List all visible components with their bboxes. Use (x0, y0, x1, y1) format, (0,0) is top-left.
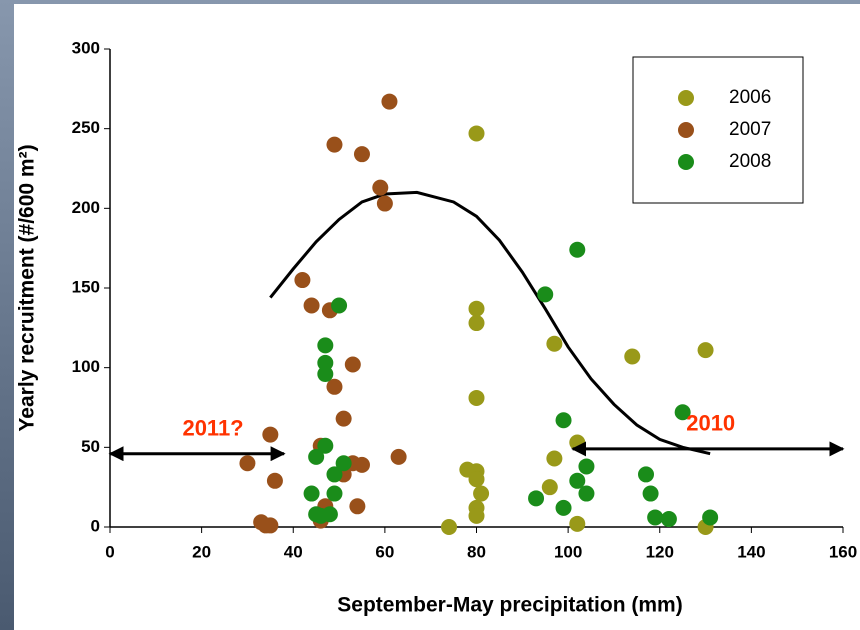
point (308, 449, 324, 465)
point (546, 336, 562, 352)
point (638, 466, 654, 482)
point (469, 508, 485, 524)
point (469, 125, 485, 141)
chart: September-May precipitation (mm) Yearly … (0, 0, 860, 630)
legend-marker (678, 90, 694, 106)
point (294, 272, 310, 288)
point (528, 490, 544, 506)
point (469, 301, 485, 317)
legend-label: 2007 (729, 119, 771, 140)
point (345, 356, 361, 372)
point (661, 511, 677, 527)
point (702, 509, 718, 525)
y-tick-label: 200 (72, 198, 100, 217)
point (469, 390, 485, 406)
page: September-May precipitation (mm) Yearly … (0, 0, 860, 630)
point (556, 500, 572, 516)
point (441, 519, 457, 535)
point (537, 286, 553, 302)
point (473, 486, 489, 502)
y-tick-label: 150 (72, 277, 100, 296)
point (578, 458, 594, 474)
point (262, 427, 278, 443)
point (239, 455, 255, 471)
point (391, 449, 407, 465)
annotation: 2011? (182, 416, 243, 441)
point (624, 349, 640, 365)
y-tick-label: 0 (91, 516, 100, 535)
point (267, 473, 283, 489)
point (469, 471, 485, 487)
point (304, 486, 320, 502)
y-tick-label: 250 (72, 118, 100, 137)
x-tick-label: 20 (192, 542, 211, 561)
point (336, 411, 352, 427)
x-tick-label: 0 (105, 542, 114, 561)
annotation: 2010 (686, 411, 735, 436)
legend-marker (678, 154, 694, 170)
point (377, 196, 393, 212)
legend-box (633, 57, 803, 203)
x-tick-label: 100 (554, 542, 582, 561)
point (336, 455, 352, 471)
point (326, 486, 342, 502)
point (262, 517, 278, 533)
point (354, 146, 370, 162)
point (304, 298, 320, 314)
x-tick-label: 80 (467, 542, 486, 561)
x-axis-title: September-May precipitation (mm) (337, 594, 682, 617)
x-tick-label: 40 (284, 542, 303, 561)
point (349, 498, 365, 514)
point (542, 479, 558, 495)
y-tick-label: 50 (81, 437, 100, 456)
point (317, 366, 333, 382)
y-tick-label: 100 (72, 357, 100, 376)
y-axis-title: Yearly recruitment (#/600 m²) (16, 144, 39, 431)
x-tick-label: 120 (646, 542, 674, 561)
point (546, 450, 562, 466)
point (643, 486, 659, 502)
x-tick-label: 140 (737, 542, 765, 561)
x-tick-label: 160 (829, 542, 857, 561)
x-tick-label: 60 (375, 542, 394, 561)
point (326, 137, 342, 153)
point (381, 94, 397, 110)
y-tick-label: 300 (72, 38, 100, 57)
point (569, 242, 585, 258)
legend-label: 2006 (729, 87, 771, 108)
point (578, 486, 594, 502)
legend-label: 2008 (729, 151, 771, 172)
point (698, 342, 714, 358)
point (331, 298, 347, 314)
legend-marker (678, 122, 694, 138)
point (569, 516, 585, 532)
point (469, 315, 485, 331)
point (556, 412, 572, 428)
point (322, 506, 338, 522)
point (317, 337, 333, 353)
point (647, 509, 663, 525)
point (372, 180, 388, 196)
